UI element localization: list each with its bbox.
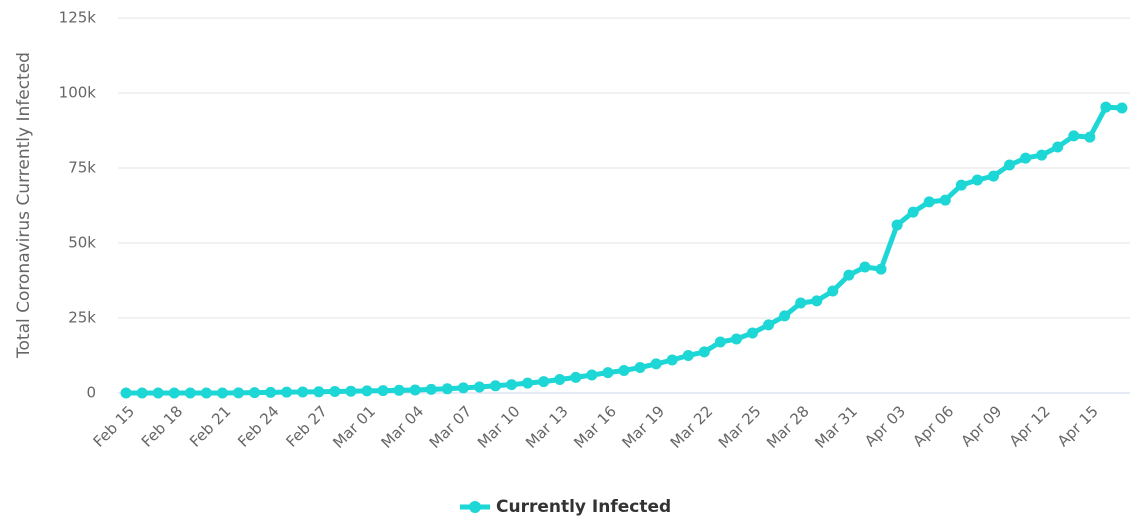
- data-point: [827, 285, 839, 297]
- y-tick-label: 125k: [59, 9, 97, 27]
- data-point: [361, 385, 373, 397]
- y-tick-label: 0: [86, 384, 96, 402]
- x-tick-label: Feb 27: [282, 402, 330, 450]
- data-point: [843, 269, 855, 281]
- data-point: [586, 369, 598, 381]
- data-point: [939, 194, 951, 206]
- data-point: [249, 387, 261, 399]
- data-point: [634, 362, 646, 373]
- data-point: [216, 387, 228, 399]
- legend-marker: [469, 501, 481, 513]
- x-tick-label: Mar 10: [474, 402, 524, 452]
- data-point: [682, 350, 694, 361]
- data-point: [1052, 141, 1064, 153]
- data-point: [875, 263, 887, 275]
- data-point: [281, 386, 293, 398]
- x-tick-label: Apr 06: [909, 402, 957, 450]
- legend-label: Currently Infected: [496, 497, 671, 517]
- data-point: [971, 174, 983, 186]
- data-point: [489, 380, 501, 392]
- data-point: [120, 387, 132, 399]
- data-point: [425, 383, 437, 395]
- x-tick-label: Mar 07: [426, 402, 476, 452]
- x-tick-label: Mar 16: [570, 402, 620, 452]
- data-point: [1084, 131, 1096, 143]
- y-tick-label: 75k: [68, 159, 96, 177]
- x-tick-label: Mar 28: [763, 402, 813, 452]
- x-tick-label: Feb 18: [138, 402, 186, 450]
- data-point: [730, 333, 742, 345]
- x-tick-label: Mar 22: [667, 402, 717, 452]
- x-tick-label: Apr 15: [1054, 402, 1102, 450]
- y-tick-label: 50k: [68, 234, 96, 252]
- data-point: [666, 354, 678, 366]
- data-point: [779, 310, 791, 322]
- data-point: [184, 387, 196, 399]
- data-point: [329, 386, 341, 397]
- data-point: [265, 386, 277, 398]
- x-tick-label: Mar 25: [715, 402, 765, 452]
- data-point: [1116, 102, 1128, 114]
- y-axis-title: Total Coronavirus Currently Infected: [14, 52, 34, 359]
- data-point: [377, 385, 389, 397]
- data-point: [522, 377, 534, 389]
- data-point: [795, 297, 807, 309]
- data-point: [313, 386, 325, 398]
- data-point: [618, 365, 630, 376]
- data-point: [457, 382, 469, 394]
- data-point: [891, 219, 903, 231]
- data-point: [859, 261, 871, 273]
- data-point: [747, 327, 759, 339]
- data-point: [602, 367, 614, 379]
- data-point: [136, 387, 148, 399]
- x-tick-label: Mar 19: [619, 402, 669, 452]
- x-tick-label: Apr 12: [1006, 402, 1054, 450]
- data-point: [506, 379, 518, 391]
- data-point: [570, 371, 582, 383]
- x-tick-label: Mar 04: [378, 402, 428, 452]
- data-point: [698, 346, 710, 358]
- data-point: [441, 383, 453, 395]
- y-tick-label: 25k: [68, 309, 96, 327]
- data-point: [1036, 149, 1048, 161]
- data-point: [232, 387, 244, 399]
- data-point: [345, 385, 357, 397]
- data-point: [1068, 130, 1080, 142]
- data-point: [1004, 159, 1016, 171]
- x-tick-label: Apr 09: [958, 402, 1006, 450]
- y-tick-label: 100k: [59, 84, 97, 102]
- x-tick-label: Feb 21: [186, 402, 234, 450]
- data-point: [554, 374, 566, 385]
- data-point: [152, 387, 164, 399]
- data-point: [168, 387, 180, 399]
- data-point: [987, 170, 999, 182]
- data-point: [538, 376, 550, 388]
- data-point: [473, 381, 485, 393]
- data-point: [714, 336, 726, 348]
- data-point: [923, 196, 935, 208]
- data-point: [763, 319, 775, 331]
- data-point: [1020, 152, 1032, 164]
- x-tick-label: Feb 15: [90, 402, 138, 450]
- data-point: [200, 387, 212, 399]
- x-tick-label: Feb 24: [234, 402, 282, 450]
- data-point: [955, 179, 967, 191]
- x-tick-label: Mar 31: [811, 402, 861, 452]
- series-line: [126, 104, 1123, 396]
- data-point: [393, 384, 405, 396]
- x-tick-label: Mar 01: [329, 402, 379, 452]
- data-point: [297, 386, 309, 398]
- data-point: [907, 206, 919, 218]
- data-point: [409, 384, 421, 396]
- data-point: [650, 358, 662, 370]
- data-point: [811, 295, 823, 307]
- x-tick-label: Apr 03: [861, 402, 909, 450]
- data-point: [1100, 101, 1112, 113]
- x-tick-label: Mar 13: [522, 402, 572, 452]
